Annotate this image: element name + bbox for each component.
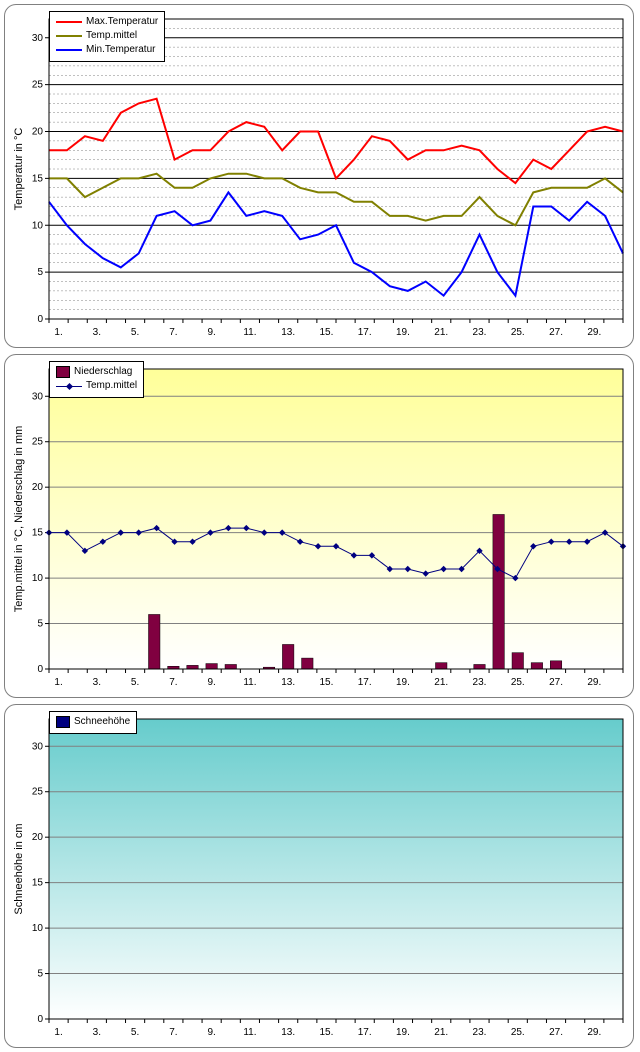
svg-text:20: 20 [32, 482, 44, 493]
temperature-chart-card: Max.TemperaturTemp.mittelMin.Temperatur … [4, 4, 634, 348]
svg-text:7.: 7. [169, 677, 177, 688]
chart2-legend: NiederschlagTemp.mittel [49, 361, 144, 398]
svg-text:10: 10 [32, 220, 44, 231]
svg-text:30: 30 [32, 741, 44, 752]
svg-text:9.: 9. [207, 677, 215, 688]
legend-label: Schneehöhe [74, 715, 130, 729]
legend-item: Max.Temperatur [56, 15, 158, 29]
svg-text:15: 15 [32, 173, 44, 184]
svg-text:13.: 13. [281, 1027, 295, 1038]
precipitation-chart: 1. 3. 5. 7. 9. 11. 13. 15. 17. 19. 21. 23. 25. 27. 29.… [5, 361, 635, 697]
legend-label: Temp.mittel [86, 379, 137, 393]
svg-text:25: 25 [32, 437, 44, 448]
svg-text:9.: 9. [207, 327, 215, 338]
legend-item: Niederschlag [56, 365, 137, 379]
svg-text:27.: 27. [549, 327, 563, 338]
svg-text:25: 25 [32, 80, 44, 91]
svg-text:29.: 29. [587, 677, 601, 688]
svg-text:25.: 25. [511, 327, 525, 338]
svg-text:27.: 27. [549, 677, 563, 688]
svg-text:19.: 19. [396, 677, 410, 688]
svg-text:11.: 11. [243, 677, 256, 688]
chart1-ylabel: Temperatur in °C [13, 128, 25, 211]
svg-text:23.: 23. [473, 327, 487, 338]
legend-label: Niederschlag [74, 365, 132, 379]
svg-text:3.: 3. [93, 327, 101, 338]
legend-swatch [56, 381, 82, 391]
svg-text:17.: 17. [358, 677, 372, 688]
legend-swatch [56, 35, 82, 37]
svg-text:15.: 15. [319, 327, 333, 338]
svg-text:27.: 27. [549, 1027, 563, 1038]
svg-text:5.: 5. [131, 677, 139, 688]
legend-swatch [56, 21, 82, 23]
svg-text:20: 20 [32, 127, 44, 138]
svg-text:1.: 1. [54, 1027, 62, 1038]
svg-text:7.: 7. [169, 327, 177, 338]
svg-text:13.: 13. [281, 327, 295, 338]
svg-text:23.: 23. [473, 1027, 487, 1038]
svg-text:5.: 5. [131, 327, 139, 338]
svg-text:0: 0 [37, 314, 43, 325]
svg-text:5: 5 [37, 619, 43, 630]
svg-text:11.: 11. [243, 327, 256, 338]
svg-text:0: 0 [37, 664, 43, 675]
svg-text:17.: 17. [358, 1027, 372, 1038]
legend-label: Min.Temperatur [86, 43, 155, 57]
legend-item: Schneehöhe [56, 715, 130, 729]
legend-item: Min.Temperatur [56, 43, 158, 57]
snow-chart: 1. 3. 5. 7. 9. 11. 13. 15. 17. 19. 21. 23. 25. 27. 29.… [5, 711, 635, 1047]
svg-text:5: 5 [37, 267, 43, 278]
svg-text:21.: 21. [434, 677, 448, 688]
svg-text:3.: 3. [93, 677, 101, 688]
legend-swatch [56, 366, 70, 378]
svg-text:30: 30 [32, 391, 44, 402]
chart2-ylabel: Temp.mittel in °C, Niederschlag in mm [13, 426, 25, 613]
legend-label: Temp.mittel [86, 29, 137, 43]
svg-text:1.: 1. [54, 677, 62, 688]
chart3-legend: Schneehöhe [49, 711, 137, 734]
svg-text:15.: 15. [319, 677, 333, 688]
svg-text:21.: 21. [434, 1027, 448, 1038]
svg-text:15.: 15. [319, 1027, 333, 1038]
svg-text:7.: 7. [169, 1027, 177, 1038]
svg-text:15: 15 [32, 878, 44, 889]
chart3-ylabel: Schneehöhe in cm [13, 823, 25, 914]
snow-chart-card: Schneehöhe Schneehöhe in cm 1. 3. 5. 7. 9. 11… [4, 704, 634, 1048]
svg-text:5.: 5. [131, 1027, 139, 1038]
svg-text:21.: 21. [434, 327, 448, 338]
legend-label: Max.Temperatur [86, 15, 158, 29]
legend-swatch [56, 716, 70, 728]
svg-text:19.: 19. [396, 327, 410, 338]
svg-text:29.: 29. [587, 1027, 601, 1038]
svg-text:17.: 17. [358, 327, 372, 338]
legend-item: Temp.mittel [56, 379, 137, 393]
svg-text:10: 10 [32, 923, 44, 934]
svg-text:9.: 9. [207, 1027, 215, 1038]
legend-swatch [56, 49, 82, 51]
svg-text:23.: 23. [473, 677, 487, 688]
svg-text:11.: 11. [243, 1027, 256, 1038]
svg-text:3.: 3. [93, 1027, 101, 1038]
svg-text:10: 10 [32, 573, 44, 584]
svg-text:25.: 25. [511, 677, 525, 688]
chart1-legend: Max.TemperaturTemp.mittelMin.Temperatur [49, 11, 165, 62]
svg-text:13.: 13. [281, 677, 295, 688]
svg-text:29.: 29. [587, 327, 601, 338]
svg-text:5: 5 [37, 969, 43, 980]
svg-text:25.: 25. [511, 1027, 525, 1038]
precipitation-chart-card: NiederschlagTemp.mittel Temp.mittel in °… [4, 354, 634, 698]
svg-text:1.: 1. [54, 327, 62, 338]
svg-text:19.: 19. [396, 1027, 410, 1038]
svg-text:0: 0 [37, 1014, 43, 1025]
svg-text:15: 15 [32, 528, 44, 539]
svg-text:25: 25 [32, 787, 44, 798]
svg-text:20: 20 [32, 832, 44, 843]
legend-item: Temp.mittel [56, 29, 158, 43]
svg-text:30: 30 [32, 33, 44, 44]
